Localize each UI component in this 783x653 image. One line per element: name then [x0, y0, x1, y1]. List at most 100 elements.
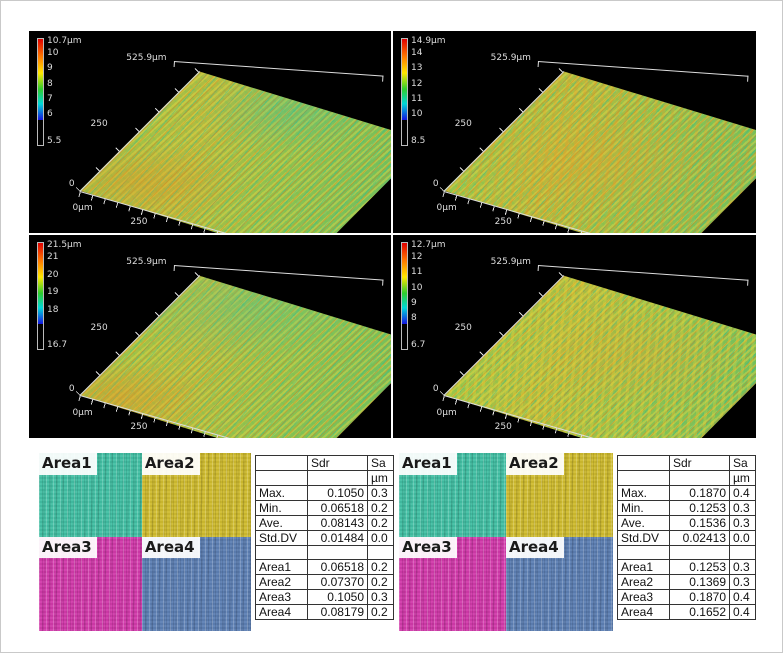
area2-label: Area2 [141, 453, 200, 475]
sdr-header: Sdr [669, 455, 730, 471]
area-map: Area1 Area2 Area3 Area4 [399, 453, 613, 631]
table-header-row: Sdr Sa [255, 455, 394, 471]
area1-label: Area1 [399, 453, 457, 475]
x-axis-origin-label: 0µm [436, 202, 457, 213]
area-analysis-row: Area1 Area2 Area3 Area4 Sdr Sa µm Max. 0.1… [1, 453, 782, 633]
colorbar-ticks: 12 11 10 9 8 [411, 253, 422, 323]
stats-table-right: Sdr Sa µm Max. 0.1870 0.4 Min. 0.1253 0.3 Ave… [617, 455, 756, 620]
colorbar-max-label: 14.9µm [411, 36, 446, 46]
unit-cell: µm [367, 470, 394, 486]
colorbar-min-label: 8.5 [411, 136, 426, 146]
area4-label: Area4 [506, 536, 564, 559]
area-analysis-group-right: Area1 Area2 Area3 Area4 Sdr Sa µm Max. 0.1… [399, 453, 756, 631]
colorbar-tick: 19 [47, 287, 59, 297]
x-axis-origin-label: 0µm [72, 202, 93, 213]
area4-region: Area4 [506, 536, 613, 631]
table-row: Area3 0.1050 0.3 [255, 589, 394, 605]
x-axis-origin-label: 0µm [436, 407, 457, 418]
table-row: Area2 0.07370 0.2 [255, 574, 394, 590]
colorbar-tick: 8 [411, 313, 417, 323]
sa-header: Sa [367, 455, 394, 471]
table-row: Max. 0.1870 0.4 [617, 485, 756, 501]
colorbar-labels: 10.7µm 10 9 8 7 6 5.5 [47, 36, 83, 146]
area-map: Area1 Area2 Area3 Area4 [39, 453, 251, 631]
table-spacer-row [617, 545, 756, 560]
x-axis-origin-label: 0µm [72, 407, 93, 418]
colorbar-tick: 21 [47, 252, 59, 262]
height-colorbar: 10.7µm 10 9 8 7 6 5.5 [37, 36, 83, 146]
area1-label: Area1 [39, 453, 97, 475]
table-row: Area4 0.08179 0.2 [255, 604, 394, 620]
x-axis-mid-label: 250 [130, 421, 148, 432]
colorbar-tick: 10 [411, 109, 423, 119]
colorbar-ticks: 14 13 12 11 10 [411, 49, 422, 119]
sdr-header: Sdr [307, 455, 368, 471]
colorbar-tick: 14 [411, 48, 423, 58]
table-row: Max. 0.1050 0.3 [255, 485, 394, 501]
y-axis-max-label: 525.9µm [126, 53, 167, 64]
colorbar-tick: 11 [411, 267, 423, 278]
area3-region: Area3 [39, 536, 142, 631]
colorbar-tick: 12 [411, 78, 423, 89]
table-row: Area3 0.1870 0.4 [617, 589, 756, 605]
unit-cell: µm [729, 470, 756, 486]
area2-region: Area2 [506, 453, 613, 537]
x-axis-mid-label: 250 [494, 421, 512, 432]
y-axis-max-label: 525.9µm [490, 53, 531, 64]
origin-label: 0 [432, 384, 439, 395]
y-axis-max-label: 525.9µm [490, 257, 531, 268]
y-axis-mid-label: 250 [454, 323, 472, 334]
colorbar-max-label: 12.7µm [411, 240, 446, 250]
colorbar-max-label: 21.5µm [47, 240, 82, 250]
y-axis-max-label: 525.9µm [126, 257, 167, 268]
colorbar-labels: 12.7µm 12 11 10 9 8 6.7 [411, 240, 447, 350]
colorbar-labels: 14.9µm 14 13 12 11 10 8.5 [411, 36, 447, 146]
area3-label: Area3 [39, 536, 97, 559]
colorbar-tick: 8 [47, 78, 53, 89]
colorbar-max-label: 10.7µm [47, 36, 82, 46]
table-spacer-row [255, 545, 394, 560]
colorbar-min-label: 5.5 [47, 136, 62, 146]
area3-region: Area3 [399, 536, 506, 631]
table-row: Min. 0.06518 0.2 [255, 500, 394, 516]
surface-panel-grid: 525.9µm 250 0 0µm 250 10.7µm 10 9 8 7 6 [29, 31, 756, 438]
height-colorbar: 14.9µm 14 13 12 11 10 8.5 [401, 36, 447, 146]
area1-region: Area1 [39, 453, 142, 537]
origin-label: 0 [68, 384, 75, 395]
table-row: Area1 0.1253 0.3 [617, 559, 756, 575]
surface-panel-top-right: 525.9µm 250 0 0µm 250 14.9µm 14 13 12 11… [393, 31, 756, 233]
colorbar-gradient-bar [37, 38, 44, 146]
table-row: Std.DV 0.01484 0.0 [255, 530, 394, 546]
colorbar-tick: 9 [47, 63, 53, 74]
area4-label: Area4 [141, 536, 200, 559]
origin-label: 0 [68, 179, 75, 190]
table-row: Area2 0.1369 0.3 [617, 574, 756, 590]
surface-3d-view: 525.9µm 250 0 0µm 250 [393, 235, 756, 438]
x-axis-mid-label: 250 [130, 216, 148, 227]
colorbar-tick: 10 [47, 48, 59, 58]
surface-panel-top-left: 525.9µm 250 0 0µm 250 10.7µm 10 9 8 7 6 [29, 31, 391, 233]
y-axis-mid-label: 250 [90, 323, 108, 334]
colorbar-min-label: 6.7 [411, 340, 426, 350]
table-row: Ave. 0.08143 0.2 [255, 515, 394, 531]
colorbar-tick: 18 [47, 304, 59, 315]
height-colorbar: 12.7µm 12 11 10 9 8 6.7 [401, 240, 447, 350]
table-unit-row: µm [255, 470, 394, 486]
y-axis-mid-label: 250 [454, 118, 472, 129]
table-unit-row: µm [617, 470, 756, 486]
colorbar-tick: 12 [411, 252, 423, 262]
colorbar-tick: 6 [47, 109, 53, 119]
table-header-row: Sdr Sa [617, 455, 756, 471]
area2-label: Area2 [506, 453, 564, 475]
colorbar-min-label: 16.7 [47, 340, 68, 350]
origin-label: 0 [432, 179, 439, 190]
colorbar-tick: 7 [47, 93, 53, 104]
surface-3d-view: 525.9µm 250 0 0µm 250 [29, 31, 391, 233]
area2-region: Area2 [141, 453, 251, 537]
surface-panel-bottom-right: 525.9µm 250 0 0µm 250 12.7µm 12 11 10 9 … [393, 235, 756, 438]
table-row: Ave. 0.1536 0.3 [617, 515, 756, 531]
y-axis-mid-label: 250 [90, 118, 108, 129]
area3-label: Area3 [399, 536, 457, 559]
colorbar-tick: 10 [411, 282, 423, 293]
